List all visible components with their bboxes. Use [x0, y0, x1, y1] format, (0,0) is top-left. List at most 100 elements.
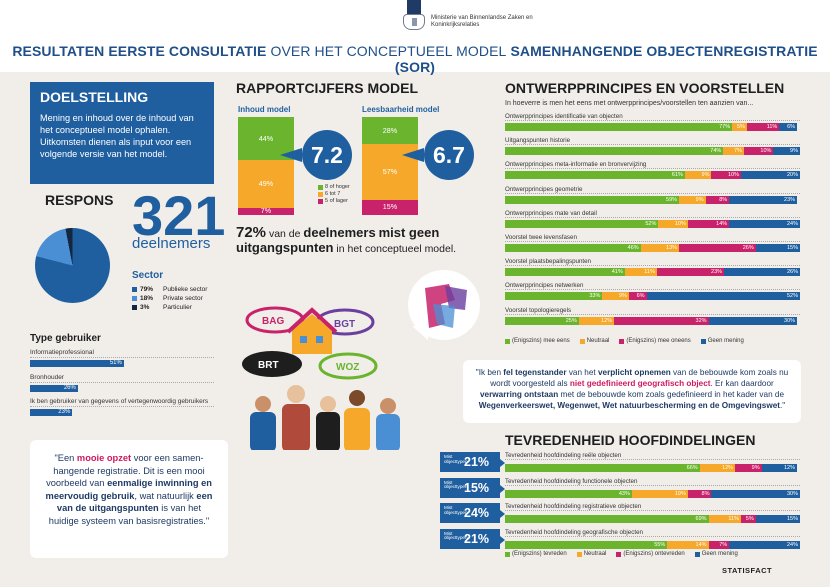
title-part-c: SAMENHANGENDE OBJECTENREGISTRATIE (SOR)	[394, 43, 818, 75]
statisfact-logo: STATISFACT	[722, 566, 773, 575]
tevredenheid-legend: (Enigszins) tevreden Neutraal (Enigszins…	[505, 551, 738, 557]
leesbaarheid-segment-high: 28%	[362, 117, 418, 145]
stacked-segment: 11%	[746, 123, 780, 131]
mist-objecttypen-tag: Mist objecttypen 21%	[440, 452, 505, 472]
stacked-segment: 26%	[724, 268, 800, 277]
leesbaarheid-score: 6.7	[402, 130, 474, 180]
stacked-segment: 6%	[779, 123, 798, 131]
title-part-a: RESULTATEN EERSTE CONSULTATIE	[12, 43, 267, 59]
stacked-segment: 43%	[505, 489, 632, 498]
stacked-bar: 61% 9% 10% 20%	[505, 171, 800, 180]
ministry-name: Ministerie van Binnenlandse Zaken en Kon…	[431, 15, 533, 28]
stacked-segment: 11%	[708, 515, 741, 523]
inhoud-score: 7.2	[280, 130, 352, 180]
stacked-segment: 46%	[505, 244, 641, 252]
stacked-segment: 9%	[735, 464, 762, 472]
stacked-segment: 32%	[614, 316, 709, 325]
legend-item: Geen mening	[700, 338, 744, 344]
sector-legend: 79% Publieke sector 18% Private sector 3% P…	[132, 285, 207, 312]
bgt-label: BGT	[334, 319, 355, 330]
quote-right: "Ik ben fel tegenstander van het verplic…	[463, 360, 801, 423]
type-gebruiker-label: Bronhouder	[30, 374, 214, 383]
stacked-segment: 5%	[740, 515, 756, 523]
stacked-bar: 59% 9% 8% 23%	[505, 195, 800, 204]
ontwerpprincipe-row: Ontwerpprincipes netwerken 33% 9% 6% 52%	[505, 282, 800, 301]
stacked-segment: 12%	[578, 316, 615, 325]
legend-item: Neutraal	[576, 551, 606, 557]
people-group	[250, 385, 400, 450]
stacked-segment: 74%	[505, 147, 724, 156]
stacked-segment: 19%	[631, 489, 688, 498]
row-label: Tevredenheid hoofdindeling registratieve…	[505, 503, 800, 511]
row-label: Tevredenheid hoofdindeling functionele o…	[505, 478, 800, 486]
leesbaarheid-stacked-bar: 28% 57% 15%	[362, 117, 418, 215]
ontwerpprincipe-row: Ontwerpprincipes mate van detail 52% 10% 14…	[505, 210, 800, 228]
leesbaarheid-model-label: Leesbaarheid model	[362, 105, 440, 114]
mist-objecttypen-tag: Mist objecttypen 15%	[440, 477, 505, 498]
stacked-segment: 52%	[505, 219, 659, 228]
page-title: RESULTATEN EERSTE CONSULTATIE OVER HET C…	[0, 43, 830, 75]
stacked-segment: 14%	[667, 540, 709, 549]
sector-legend-item: 18% Private sector	[132, 294, 207, 303]
inhoud-stacked-bar: 44% 49% 7%	[238, 117, 294, 215]
stacked-segment: 52%	[646, 292, 800, 301]
type-gebruiker-row: Bronhouder 26%	[30, 374, 214, 392]
quote-left: "Een mooie opzet voor een samen-hangende…	[30, 440, 228, 558]
stacked-segment: 12%	[761, 464, 798, 472]
sector-heading: Sector	[132, 270, 164, 281]
ontwerpprincipes-legend: (Enigszins) mee eens Neutraal (Enigszins…	[505, 338, 744, 344]
stacked-segment: 23%	[729, 195, 798, 204]
legend-item: 8 of hoger	[318, 184, 350, 191]
row-label: Uitgangspunten historie	[505, 137, 800, 146]
stacked-segment: 77%	[505, 123, 733, 131]
legend-item: (Enigszins) tevreden	[505, 551, 567, 557]
row-label: Ontwerpprincipes netwerken	[505, 282, 800, 291]
stacked-segment: 26%	[679, 244, 756, 252]
row-label: Ontwerpprincipes identificatie van objec…	[505, 113, 800, 121]
stacked-segment: 55%	[505, 540, 668, 549]
type-gebruiker-bar: 51%	[30, 360, 124, 367]
ontwerpprincipe-row: Voorstel topologieregels 25% 12% 32% 30%	[505, 307, 800, 325]
stacked-bar: 52% 10% 14% 24%	[505, 219, 800, 228]
stacked-bar: 41% 11% 23% 26%	[505, 268, 800, 277]
type-gebruiker-bar: 23%	[30, 409, 73, 416]
tevredenheid-row: Mist objecttypen 15% Tevredenheid hoofdind…	[440, 477, 800, 500]
stacked-segment: 25%	[505, 316, 579, 325]
doelstelling-text: Mening en inhoud over de inhoud van het …	[40, 113, 194, 159]
inhoud-segment-low: 7%	[238, 207, 294, 215]
brt-ring	[242, 351, 302, 377]
tevredenheid-row: Mist objecttypen 21% Tevredenheid hoofdind…	[440, 528, 800, 551]
ministry-logo-bar	[407, 0, 421, 14]
legend-item: (Enigszins) mee oneens	[619, 338, 691, 344]
stacked-segment: 7%	[723, 147, 744, 156]
stacked-segment: 24%	[729, 540, 800, 549]
stacked-segment: 23%	[656, 268, 725, 277]
stacked-bar: 33% 9% 6% 52%	[505, 292, 800, 301]
stacked-segment: 8%	[705, 195, 730, 204]
puzzle-logo-icon	[425, 284, 467, 328]
title-part-b: OVER HET CONCEPTUEEL MODEL	[270, 43, 507, 59]
stacked-segment: 9%	[684, 171, 712, 180]
stacked-segment: 66%	[505, 464, 700, 472]
stacked-segment: 5%	[732, 123, 747, 131]
stacked-segment: 8%	[687, 489, 712, 498]
stacked-bar: 69% 11% 5% 15%	[505, 515, 800, 523]
ontwerpprincipe-row: Voorstel twee levensfasen 46% 13% 26% 15%	[505, 234, 800, 252]
stacked-segment: 30%	[711, 489, 800, 498]
stacked-segment: 33%	[505, 292, 603, 301]
sector-pie-chart	[35, 228, 110, 303]
tevredenheid-heading: TEVREDENHEID HOOFDINDELINGEN	[505, 432, 756, 448]
row-label: Voorstel plaatsbepalingspunten	[505, 258, 800, 267]
stacked-bar: 77% 5% 11% 6%	[505, 123, 800, 131]
row-label: Ontwerpprincipes geometrie	[505, 186, 800, 194]
stacked-segment: 7%	[708, 540, 730, 549]
row-label: Tevredenheid hoofdindeling reële objecte…	[505, 452, 800, 460]
type-gebruiker-row: Ik ben gebruiker van gegevens of vertege…	[30, 398, 214, 416]
woz-label: WOZ	[336, 362, 359, 373]
mist-objecttypen-tag: Mist objecttypen 24%	[440, 503, 505, 523]
doelstelling-heading: DOELSTELLING	[40, 89, 149, 105]
tevredenheid-row: Mist objecttypen 21% Tevredenheid hoofdind…	[440, 452, 800, 474]
stacked-segment: 10%	[743, 147, 774, 156]
stacked-bar: 74% 7% 10% 9%	[505, 147, 800, 156]
stacked-segment: 9%	[679, 195, 706, 204]
